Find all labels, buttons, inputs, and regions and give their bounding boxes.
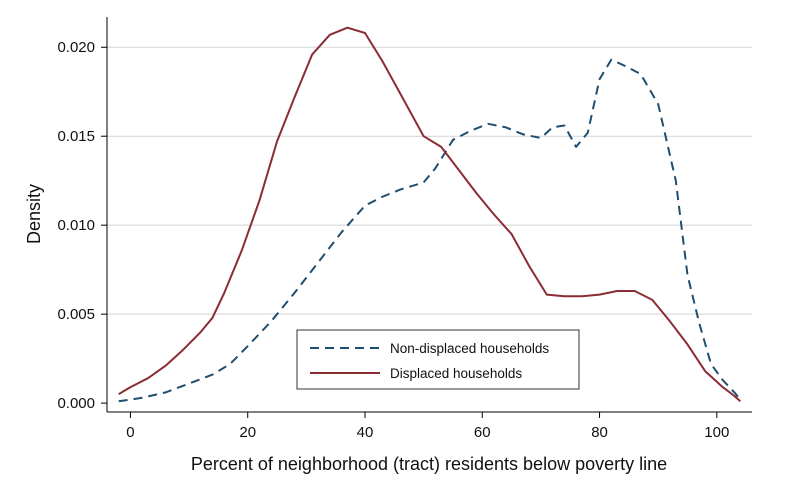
x-tick-label: 20 [239,424,256,441]
x-tick-label: 40 [357,424,374,441]
series-line-non-displaced-households [118,58,742,403]
y-tick-label: 0.005 [57,306,95,323]
axes [106,17,752,413]
x-tick-label: 100 [704,424,729,441]
series-lines [118,26,742,403]
legend-box [296,329,580,390]
x-tick-label: 80 [591,424,608,441]
x-tick-label: 0 [126,424,134,441]
series-line-displaced-households [118,26,741,403]
y-tick-label: 0.020 [57,39,95,56]
x-tick-label: 60 [474,424,491,441]
gridlines [107,46,752,315]
y-tick-label: 0.010 [57,217,95,234]
y-tick-label: 0.000 [57,395,95,412]
legend-label-displaced: Displaced households [390,366,522,381]
legend: Non-displaced households Displaced house… [296,329,580,390]
legend-label-non-displaced: Non-displaced households [390,341,549,356]
ticks: 0.000 0.005 0.010 0.015 0.020 0 20 40 60 80 100 [57,39,729,441]
y-tick-label: 0.015 [57,128,95,145]
y-axis-title: Density [24,184,44,244]
x-axis-title: Percent of neighborhood (tract) resident… [191,454,667,474]
